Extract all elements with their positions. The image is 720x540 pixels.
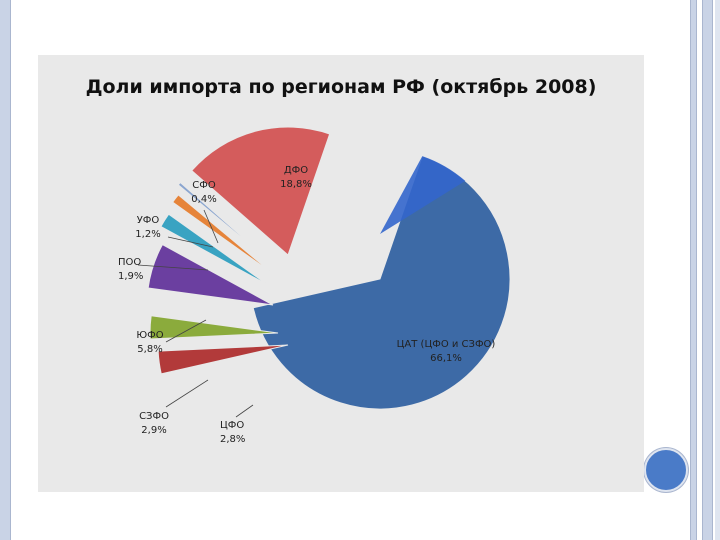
slice-value-label: 2,8% (220, 434, 245, 445)
slice-label: ЦФО (220, 420, 244, 431)
chart-panel: Доли импорта по регионам РФ (октябрь 200… (38, 55, 644, 492)
slice-value-label: 1,2% (135, 229, 160, 240)
slice-value-label: 18,8% (280, 179, 312, 190)
slide-frame-right (690, 0, 697, 540)
pie-slice (177, 181, 273, 264)
slice-label: СЗФО (139, 411, 169, 422)
pie-slice (160, 213, 269, 286)
leader-line (165, 379, 209, 408)
pie-slice (252, 155, 511, 410)
pie-slice (157, 344, 289, 375)
pie-slice-highlight (380, 156, 466, 234)
pie-slice (171, 194, 273, 274)
slice-label: ДФО (284, 165, 308, 176)
pie-slice (147, 243, 274, 306)
slice-value-label: 66,1% (430, 353, 462, 364)
slide-frame-left (0, 0, 11, 540)
slice-value-label: 1,9% (118, 271, 143, 282)
slice-label: УФО (137, 215, 160, 226)
leader-line (165, 319, 207, 343)
leader-line (203, 209, 219, 244)
slide-decoration-circle (644, 448, 688, 492)
slice-label: ЮФО (136, 330, 163, 341)
slide-frame-right (715, 0, 720, 540)
slice-value-label: 2,9% (141, 425, 166, 436)
pie-slice (191, 126, 331, 256)
slide-frame-right (702, 0, 713, 540)
slice-value-label: 5,8% (137, 344, 162, 355)
slice-label: ЦАТ (ЦФО и СЗФО) (397, 339, 496, 350)
leader-line (137, 264, 209, 271)
pie-chart: Доли импорта по регионам РФ (октябрь 200… (86, 76, 597, 445)
chart-title: Доли импорта по регионам РФ (октябрь 200… (86, 76, 597, 98)
slice-label: ПОО (118, 257, 141, 268)
leader-line (235, 404, 254, 418)
slice-value-label: 0,4% (191, 194, 216, 205)
slice-label: СФО (192, 180, 216, 191)
leader-line (167, 236, 214, 248)
